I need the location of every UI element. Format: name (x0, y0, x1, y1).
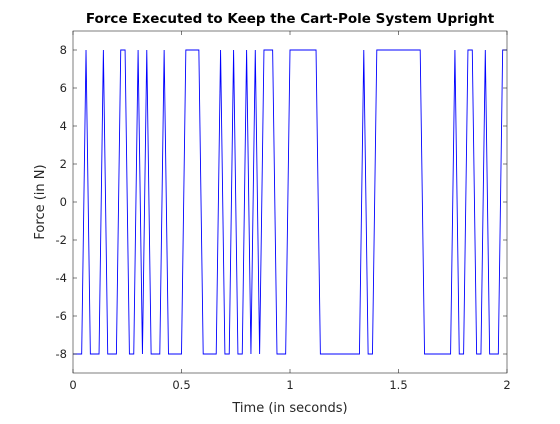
y-axis-label: Force (in N) (33, 164, 48, 239)
y-ticks: -8 -6 -4 -2 0 2 4 6 8 (56, 43, 507, 361)
plot-area (73, 31, 507, 373)
x-axis-label: Time (in seconds) (231, 401, 347, 416)
y-tick-label: -4 (56, 271, 67, 285)
y-tick-label: 2 (60, 157, 67, 171)
x-tick-label: 2 (503, 378, 510, 392)
x-tick-label: 0.5 (172, 378, 190, 392)
y-tick-label: -2 (56, 233, 67, 247)
y-tick-label: 6 (60, 81, 67, 95)
y-tick-label: 0 (60, 195, 67, 209)
x-tick-label: 1.5 (389, 378, 407, 392)
series-line-0 (73, 49, 507, 355)
y-tick-label: -6 (56, 309, 67, 323)
series-layer (73, 49, 507, 355)
x-ticks: 0 0.5 1 1.5 2 (69, 31, 511, 392)
y-tick-label: 8 (60, 43, 67, 57)
y-tick-label: 4 (60, 119, 67, 133)
y-tick-label: -8 (56, 347, 67, 361)
chart-title: Force Executed to Keep the Cart-Pole Sys… (86, 11, 495, 27)
x-tick-label: 0 (69, 378, 76, 392)
x-tick-label: 1 (286, 378, 293, 392)
